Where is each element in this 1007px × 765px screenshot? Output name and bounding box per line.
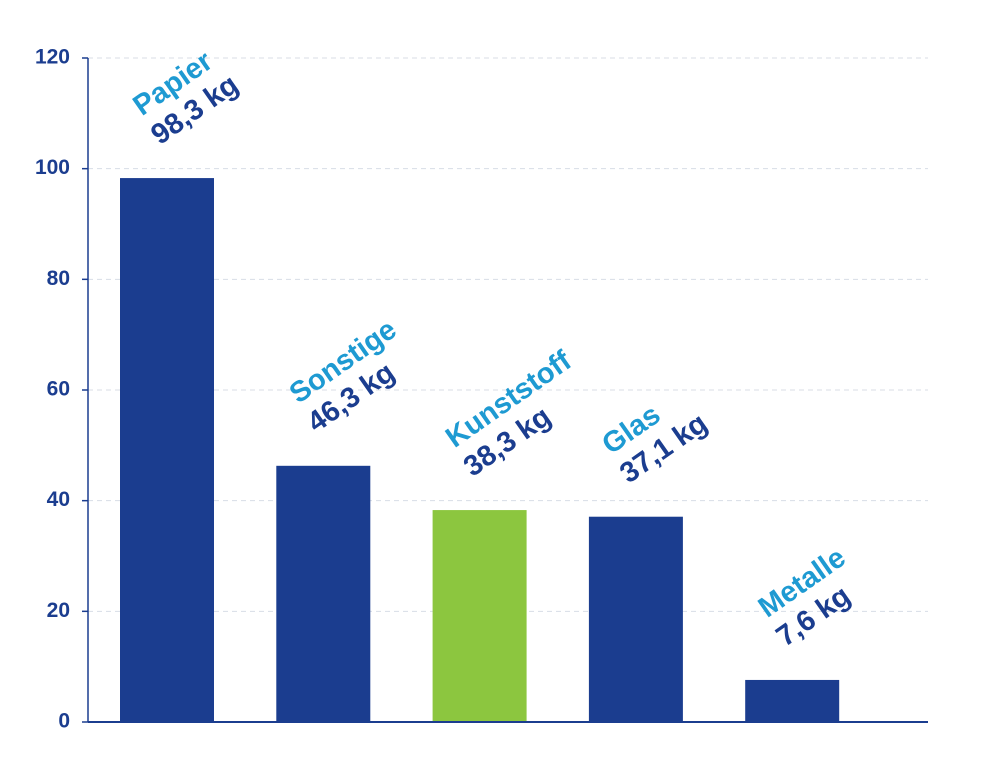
bar: [432, 510, 527, 722]
y-tick-label: 0: [58, 710, 70, 733]
y-tick-label: 60: [47, 378, 70, 401]
bars: [120, 178, 840, 722]
y-tick-label: 80: [47, 267, 70, 290]
bar: [588, 516, 683, 722]
y-tick-label: 120: [35, 46, 70, 69]
bar: [120, 178, 214, 722]
y-tick-label: 20: [47, 599, 70, 622]
bar: [745, 679, 840, 722]
y-tick-label: 40: [47, 488, 70, 511]
y-tick-label: 100: [35, 156, 70, 179]
bar: [276, 465, 371, 722]
